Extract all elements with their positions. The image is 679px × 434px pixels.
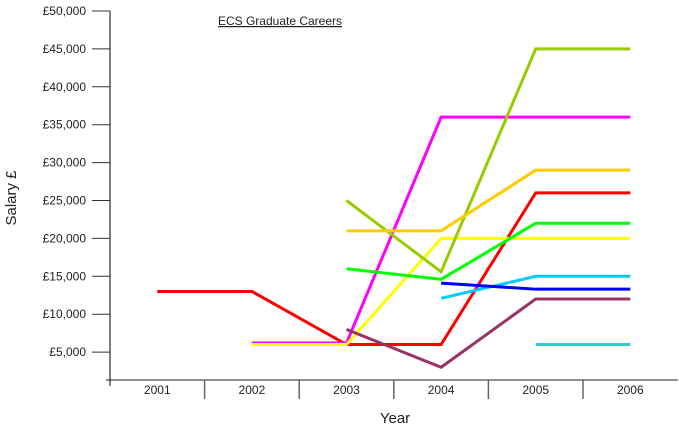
series-line-blue: [441, 281, 631, 291]
y-tick-label: £50,000: [43, 4, 87, 18]
x-tick-label: 2006: [617, 383, 644, 397]
x-tick-label: 2005: [522, 383, 549, 397]
x-tick-label: 2004: [428, 383, 455, 397]
y-tick-label: £20,000: [43, 231, 87, 245]
series-line-maroon: [345, 297, 631, 369]
y-tick-label: £5,000: [49, 345, 86, 359]
series-line-green: [346, 221, 631, 281]
y-tick-label: £15,000: [43, 269, 87, 283]
y-tick-label: £30,000: [43, 156, 87, 170]
y-axis-label: Salary £: [3, 170, 20, 226]
series-line-yellow: [251, 236, 631, 347]
series-line-olive: [345, 47, 631, 275]
series-line-magenta: [251, 115, 631, 345]
y-tick-label: £25,000: [43, 194, 87, 208]
chart-title: ECS Graduate Careers: [218, 14, 342, 28]
series-line-gold: [346, 168, 631, 233]
y-tick-label: £10,000: [43, 307, 87, 321]
series-line-sky: [440, 274, 631, 300]
y-tick-label: £35,000: [43, 118, 87, 132]
x-tick-label: 2003: [333, 383, 360, 397]
x-tick-label: 2001: [144, 383, 171, 397]
y-tick-label: £40,000: [43, 80, 87, 94]
y-tick-label: £45,000: [43, 42, 87, 56]
x-axis-label: Year: [380, 410, 410, 427]
series-line-red: [157, 191, 631, 347]
x-tick-label: 2002: [239, 383, 266, 397]
